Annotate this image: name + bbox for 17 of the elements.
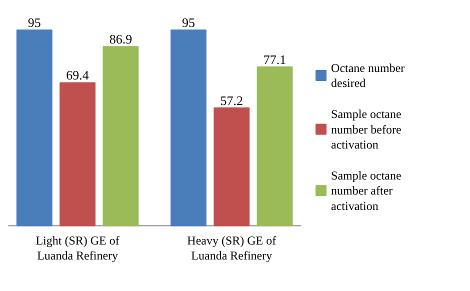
bar	[256, 66, 293, 226]
data-label: 69.4	[66, 68, 90, 83]
data-label: 86.9	[109, 32, 132, 47]
legend-label: Sample octane number after activation	[331, 168, 402, 213]
x-tick-label: Light (SR) GE of Luanda Refinery	[36, 234, 120, 263]
x-tick-label: Heavy (SR) GE of Luanda Refinery	[187, 234, 276, 263]
bar	[60, 82, 96, 226]
legend-label: Sample octane number before activation	[331, 106, 402, 152]
bar	[214, 107, 250, 226]
data-label: 77.1	[263, 52, 286, 67]
data-label: 57.2	[220, 92, 244, 108]
bar	[16, 29, 52, 226]
data-label: 95	[28, 14, 41, 30]
data-label: 95	[182, 14, 195, 30]
legend-label: Octane number desired	[331, 60, 405, 90]
bar	[102, 46, 139, 226]
bar	[170, 29, 206, 226]
